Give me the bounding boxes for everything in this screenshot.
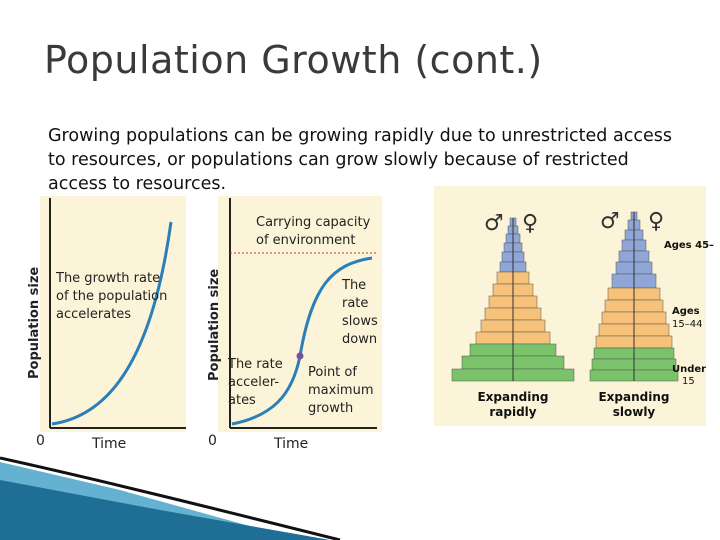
- label-under-1: Under: [672, 364, 706, 375]
- carrying-capacity-line2: of environment: [256, 233, 355, 248]
- caption-rapid-1: Expanding: [477, 390, 548, 404]
- exponential-curve: [51, 221, 173, 426]
- female-symbol-right: ♀: [648, 209, 664, 234]
- y-axis-label: Population size: [27, 267, 42, 379]
- growth-annotation-line2: of the population: [56, 289, 167, 304]
- caption-rapid-2: rapidly: [489, 405, 536, 419]
- slows-line2: rate: [342, 296, 368, 311]
- logistic-growth-graph: Population size 0 Time Carrying capacity…: [207, 196, 382, 452]
- slows-line4: down: [342, 332, 377, 347]
- growth-annotation-line1: The growth rate: [55, 271, 160, 286]
- male-symbol-left: ♂: [484, 211, 504, 236]
- exponential-growth-graph: Population size 0 Time The growth rate o…: [27, 196, 186, 452]
- caption-slow-1: Expanding: [598, 390, 669, 404]
- caption-slow-2: slowly: [613, 405, 656, 419]
- slow-pyramid: [589, 211, 679, 382]
- rapid-pyramid: [451, 217, 575, 382]
- slows-line3: slows: [342, 314, 378, 329]
- male-symbol-right: ♂: [600, 209, 620, 234]
- female-symbol-left: ♀: [522, 211, 538, 236]
- point-line1: Point of: [308, 365, 357, 380]
- label-ages-old: Ages 45–: [664, 240, 714, 251]
- label-under-2: 15: [682, 376, 695, 387]
- body-paragraph: Growing populations can be growing rapid…: [48, 126, 672, 194]
- age-pyramids-panel: ♂ ♀ ♂ ♀ Ages 45– Ages 15–44 Under 15 Exp…: [434, 186, 714, 426]
- slide-title: Population Growth (cont.): [44, 38, 543, 82]
- label-ages-mid-1: Ages: [672, 306, 700, 317]
- origin-label: 0: [36, 433, 45, 449]
- growth-annotation-line3: accelerates: [56, 307, 131, 322]
- point-line3: growth: [308, 401, 353, 416]
- max-growth-point: [296, 352, 304, 360]
- x-axis-label: Time: [91, 436, 126, 452]
- x-axis-label: Time: [273, 436, 308, 452]
- accel-line1: The rate: [227, 357, 283, 372]
- accel-line3: ates: [228, 393, 256, 408]
- footer-decoration: [0, 456, 341, 540]
- origin-label: 0: [208, 433, 217, 449]
- label-ages-mid-2: 15–44: [672, 319, 702, 330]
- carrying-capacity-line1: Carrying capacity: [256, 215, 371, 230]
- y-axis-label: Population size: [207, 269, 222, 381]
- point-line2: maximum: [308, 383, 374, 398]
- slows-line1: The: [341, 278, 366, 293]
- accel-line2: acceler-: [228, 375, 279, 390]
